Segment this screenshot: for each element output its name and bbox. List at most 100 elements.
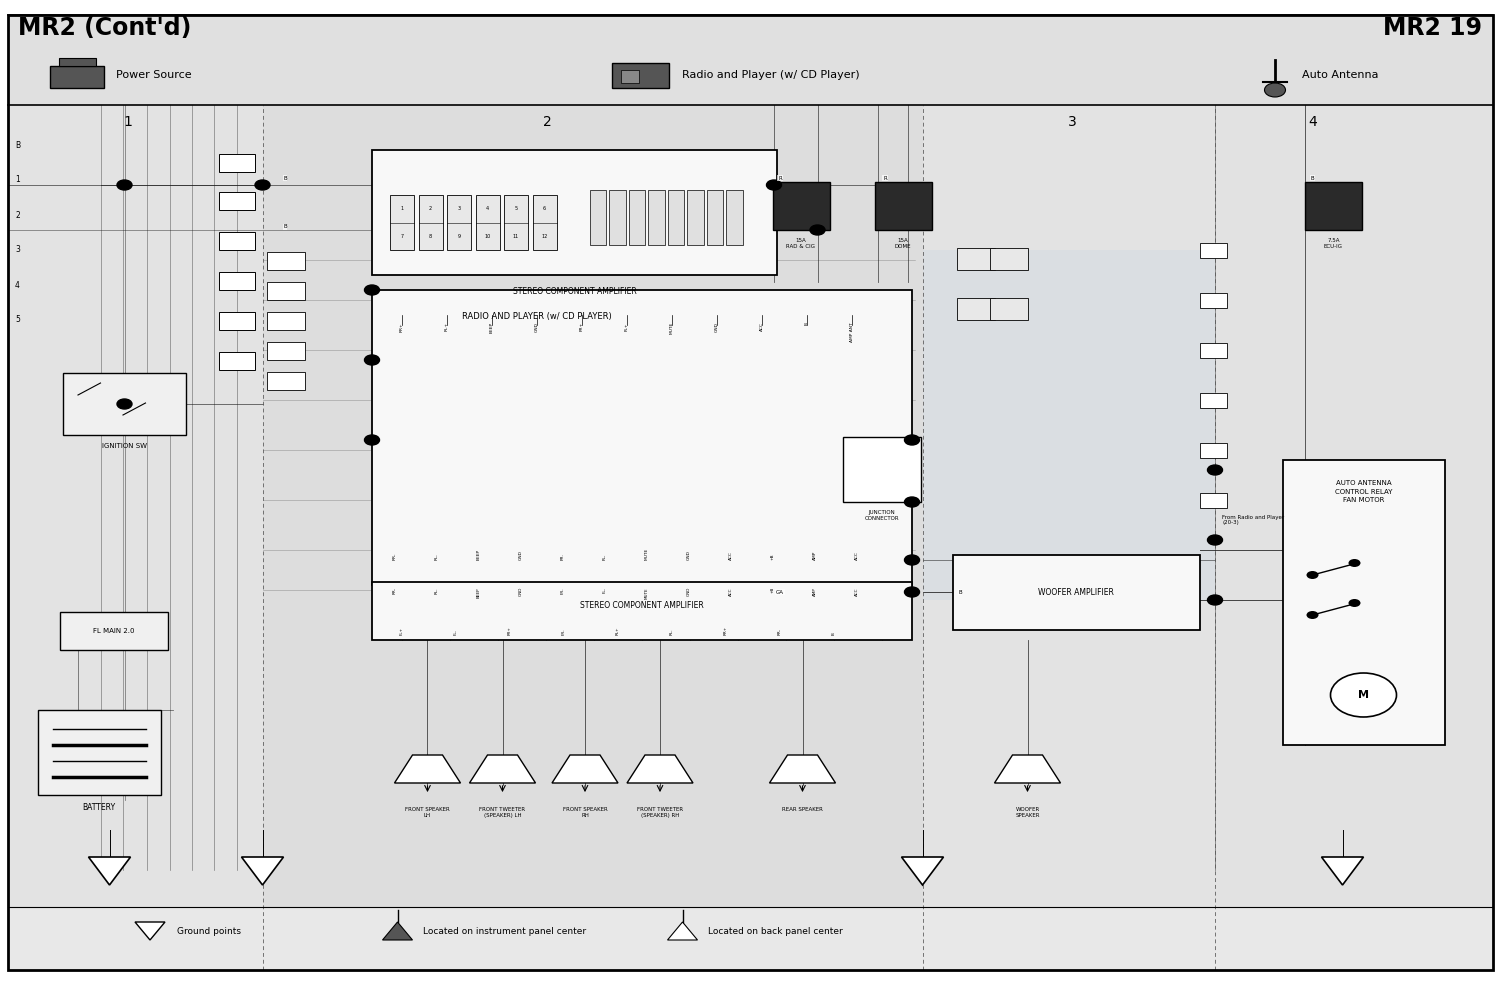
Text: GND: GND	[716, 322, 718, 332]
Text: ACC: ACC	[760, 322, 764, 331]
Text: FR-: FR-	[561, 553, 564, 560]
Bar	[843, 437, 921, 502]
Circle shape	[364, 355, 380, 365]
Bar	[1200, 393, 1227, 408]
Text: FL MAIN 2.0: FL MAIN 2.0	[93, 628, 135, 634]
Bar	[1200, 243, 1227, 258]
Bar	[952, 555, 1200, 630]
Text: 4: 4	[1308, 115, 1317, 129]
Text: PR+: PR+	[509, 626, 512, 635]
Text: MUTE: MUTE	[645, 548, 648, 560]
Text: WOOFER
SPEAKER: WOOFER SPEAKER	[1016, 807, 1040, 818]
Text: RL+: RL+	[446, 322, 448, 331]
Bar	[874, 182, 932, 230]
Bar	[267, 282, 305, 300]
Text: 8: 8	[429, 234, 432, 239]
Text: 2: 2	[15, 211, 20, 220]
Text: B: B	[833, 632, 836, 635]
Bar	[8, 908, 1492, 970]
Text: MR2 (Cont'd): MR2 (Cont'd)	[18, 16, 192, 40]
Text: BEEP: BEEP	[477, 549, 480, 560]
Text: R: R	[884, 176, 886, 180]
Bar	[687, 190, 703, 245]
Bar	[219, 312, 255, 330]
Bar	[58, 58, 96, 66]
Bar	[372, 582, 912, 640]
Circle shape	[117, 399, 132, 409]
Text: JUNCTION
CONNECTOR: JUNCTION CONNECTOR	[864, 510, 900, 521]
Text: FRONT SPEAKER
RH: FRONT SPEAKER RH	[562, 807, 608, 818]
Text: FRONT TWEETER
(SPEAKER) LH: FRONT TWEETER (SPEAKER) LH	[480, 807, 525, 818]
Text: 1: 1	[123, 115, 132, 129]
Text: 4: 4	[486, 206, 489, 211]
Bar	[922, 105, 1215, 970]
Text: WOOFER AMPLIFIER: WOOFER AMPLIFIER	[1038, 588, 1114, 597]
Text: FL+: FL+	[626, 322, 628, 331]
Text: Auto Antenna: Auto Antenna	[1302, 70, 1378, 80]
Text: 9: 9	[458, 234, 460, 239]
Polygon shape	[902, 857, 944, 885]
Text: 7: 7	[400, 234, 404, 239]
Text: +B: +B	[771, 587, 774, 593]
Polygon shape	[382, 922, 412, 940]
Text: AMP ANT: AMP ANT	[850, 322, 853, 342]
Circle shape	[1208, 535, 1222, 545]
Text: 15A
DOME: 15A DOME	[894, 238, 910, 249]
Bar	[50, 66, 104, 88]
Bar	[267, 252, 305, 270]
Circle shape	[1306, 611, 1318, 619]
Text: 15A
RAD & CIG: 15A RAD & CIG	[786, 238, 816, 249]
Text: ACC: ACC	[855, 587, 858, 595]
Bar	[390, 195, 414, 250]
Text: 7.5A
ECU-IG: 7.5A ECU-IG	[1324, 238, 1342, 249]
Text: 6: 6	[543, 206, 546, 211]
Bar	[612, 63, 669, 88]
Bar	[1215, 105, 1492, 970]
Text: GND: GND	[519, 587, 522, 596]
Text: 11: 11	[513, 234, 519, 239]
Bar	[1200, 343, 1227, 358]
Circle shape	[364, 285, 380, 295]
Text: GND: GND	[687, 587, 690, 596]
Bar	[219, 192, 255, 210]
Polygon shape	[552, 755, 618, 783]
Text: FRONT SPEAKER
LH: FRONT SPEAKER LH	[405, 807, 450, 818]
Bar	[219, 154, 255, 172]
Polygon shape	[668, 922, 698, 940]
Text: RL-: RL-	[435, 587, 438, 593]
Text: R: R	[778, 176, 782, 180]
Text: FRONT TWEETER
(SPEAKER) RH: FRONT TWEETER (SPEAKER) RH	[638, 807, 682, 818]
Text: RL-: RL-	[435, 553, 438, 560]
Text: RR+: RR+	[400, 322, 404, 332]
Text: From Radio and Player
(20-3): From Radio and Player (20-3)	[1222, 515, 1284, 525]
Text: FL-: FL-	[454, 629, 458, 635]
Text: 12: 12	[542, 234, 548, 239]
Text: FR-: FR-	[562, 628, 566, 635]
Bar	[648, 190, 664, 245]
Text: 1: 1	[400, 206, 404, 211]
Text: B: B	[806, 322, 808, 325]
Text: FR+: FR+	[580, 322, 584, 331]
Bar	[504, 195, 528, 250]
Circle shape	[1348, 559, 1360, 567]
Bar	[957, 248, 994, 270]
Circle shape	[904, 587, 920, 597]
Text: B: B	[284, 225, 286, 230]
Text: FL+: FL+	[400, 627, 404, 635]
Text: ACC: ACC	[729, 587, 732, 595]
Circle shape	[904, 435, 920, 445]
Bar	[219, 232, 255, 250]
Text: GND: GND	[536, 322, 538, 332]
Text: 3: 3	[15, 245, 20, 254]
Circle shape	[766, 180, 782, 190]
Circle shape	[810, 225, 825, 235]
Polygon shape	[1322, 857, 1364, 885]
Text: 4: 4	[15, 280, 20, 290]
Bar	[1282, 460, 1444, 745]
Bar	[957, 298, 994, 320]
Bar	[262, 105, 922, 970]
Text: 2: 2	[543, 115, 552, 129]
Bar	[1200, 293, 1227, 308]
Text: AUTO ANTENNA
CONTROL RELAY
FAN MOTOR: AUTO ANTENNA CONTROL RELAY FAN MOTOR	[1335, 480, 1392, 503]
Text: MUTE: MUTE	[645, 587, 648, 599]
